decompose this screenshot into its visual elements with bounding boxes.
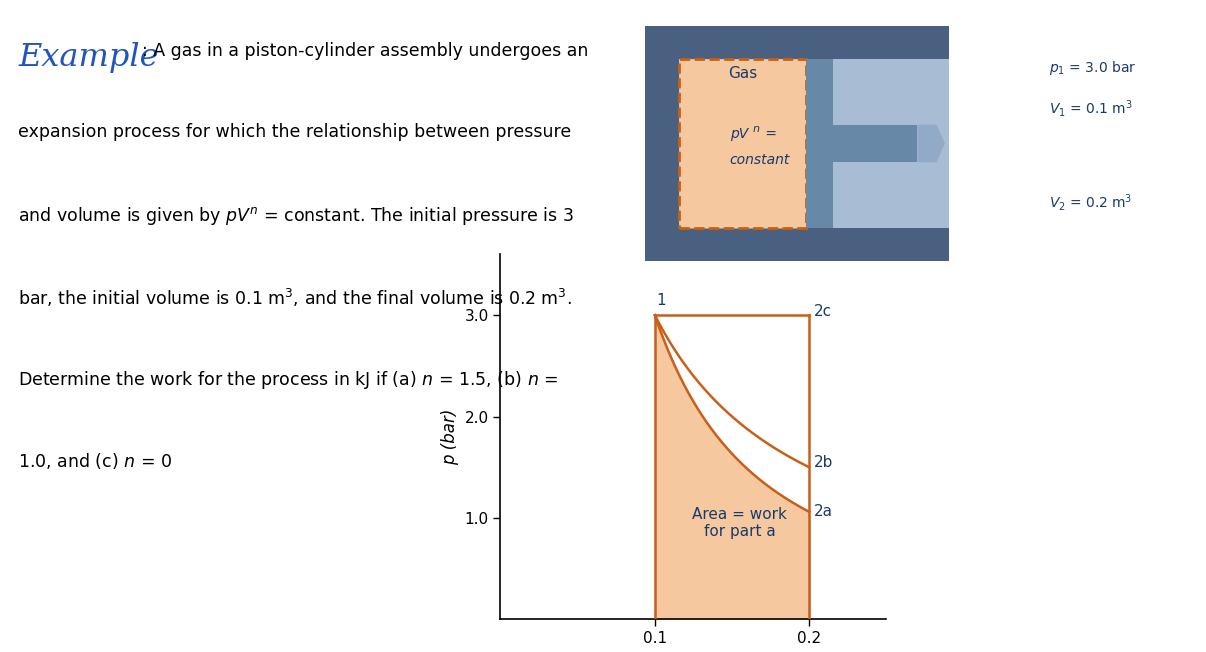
- Bar: [833, 125, 918, 162]
- Bar: [679, 59, 806, 228]
- Text: constant: constant: [730, 153, 790, 167]
- Text: expansion process for which the relationship between pressure: expansion process for which the relation…: [18, 123, 572, 141]
- Text: : A gas in a piston-cylinder assembly undergoes an: : A gas in a piston-cylinder assembly un…: [142, 42, 589, 60]
- Text: $p_1$ = 3.0 bar: $p_1$ = 3.0 bar: [1049, 59, 1136, 78]
- Text: pV: pV: [730, 127, 748, 141]
- Text: n: n: [753, 124, 760, 134]
- Text: 2c: 2c: [814, 304, 832, 319]
- Text: Determine the work for the process in kJ if (a) $n$ = 1.5, (b) $n$ =: Determine the work for the process in kJ…: [18, 369, 558, 391]
- Text: 2b: 2b: [814, 454, 833, 469]
- Text: 2a: 2a: [814, 505, 833, 520]
- Bar: [645, 26, 949, 261]
- Polygon shape: [918, 125, 946, 162]
- Text: 1.0, and (c) $n$ = 0: 1.0, and (c) $n$ = 0: [18, 451, 172, 471]
- Y-axis label: p (bar): p (bar): [441, 409, 458, 465]
- Text: =: =: [761, 127, 778, 141]
- Text: and volume is given by $pV^n$ = constant. The initial pressure is 3: and volume is given by $pV^n$ = constant…: [18, 205, 574, 228]
- Text: 1: 1: [656, 293, 666, 308]
- Bar: [645, 26, 679, 261]
- Bar: [645, 228, 949, 261]
- Text: $V_1$ = 0.1 m$^3$: $V_1$ = 0.1 m$^3$: [1049, 98, 1134, 119]
- Text: Example: Example: [18, 42, 159, 72]
- Text: Gas: Gas: [727, 65, 757, 81]
- Bar: [806, 59, 833, 228]
- Bar: [645, 26, 949, 59]
- Bar: [679, 59, 912, 228]
- Text: bar, the initial volume is 0.1 m$^3$, and the final volume is 0.2 m$^3$.: bar, the initial volume is 0.1 m$^3$, an…: [18, 287, 572, 309]
- Text: Area = work
for part a: Area = work for part a: [692, 507, 788, 539]
- Text: $V_2$ = 0.2 m$^3$: $V_2$ = 0.2 m$^3$: [1049, 192, 1132, 213]
